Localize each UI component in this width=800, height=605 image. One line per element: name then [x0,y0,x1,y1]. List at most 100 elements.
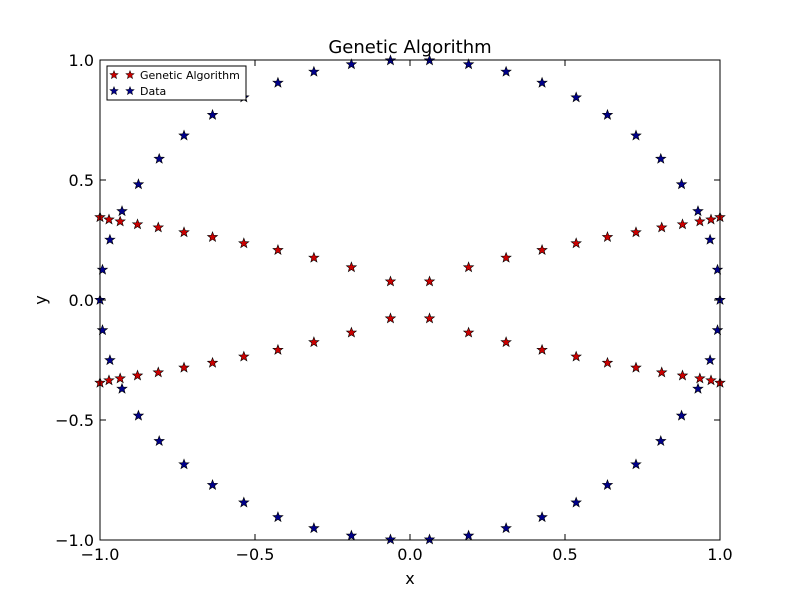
point-genetic-algorithm-16 [570,237,582,249]
point-data-11 [345,58,358,70]
point-data-37 [384,533,397,545]
y-tick-label-2: 0.0 [69,291,94,310]
point-genetic-algorithm-20 [676,218,689,230]
point-data-44 [630,458,642,470]
point-genetic-algorithm-5 [178,226,190,238]
point-genetic-algorithm-42 [630,361,642,373]
point-data-1 [96,263,109,275]
y-tick-label-0: −1.0 [55,531,94,550]
point-genetic-algorithm-29 [178,361,190,373]
point-data-6 [178,129,190,141]
point-genetic-algorithm-10 [345,261,358,273]
point-data-15 [500,65,512,77]
point-data-28 [116,382,128,394]
point-genetic-algorithm-35 [384,312,397,324]
y-tick-label-1: −0.5 [55,411,94,430]
legend-label-data: Data [140,85,166,98]
chart-title: Genetic Algorithm [328,37,491,58]
point-genetic-algorithm-3 [131,218,144,230]
point-genetic-algorithm-26 [114,372,126,384]
x-tick-label-0: −1.0 [81,545,120,564]
point-data-19 [630,129,642,141]
point-data-34 [272,511,284,523]
point-genetic-algorithm-21 [694,215,706,227]
x-tick-label-1: −0.5 [236,545,275,564]
point-data-16 [536,76,548,88]
point-genetic-algorithm-7 [238,237,250,249]
point-data-45 [655,435,667,447]
point-data-23 [704,233,716,245]
point-data-27 [104,354,116,366]
point-data-38 [423,533,436,545]
point-data-31 [178,458,190,470]
point-data-35 [308,522,320,534]
legend-label-genetic-algorithm: Genetic Algorithm [140,69,240,82]
point-data-3 [116,205,128,217]
point-genetic-algorithm-28 [152,366,165,378]
point-data-39 [462,529,475,541]
point-genetic-algorithm-33 [308,336,320,348]
point-genetic-algorithm-44 [676,369,689,381]
point-genetic-algorithm-12 [423,275,436,287]
point-data-47 [692,382,704,394]
point-genetic-algorithm-31 [238,350,250,362]
point-data-22 [692,205,704,217]
point-data-7 [206,108,219,120]
y-tick-label-4: 1.0 [69,51,94,70]
point-data-9 [272,76,284,88]
legend-marker-data-0 [109,85,119,96]
point-genetic-algorithm-27 [131,369,144,381]
point-genetic-algorithm-1 [103,213,115,225]
point-genetic-algorithm-19 [655,221,668,233]
point-genetic-algorithm-39 [536,343,548,355]
point-genetic-algorithm-14 [500,251,512,263]
y-tick-label-3: 0.5 [69,171,94,190]
point-data-14 [462,58,475,70]
point-data-36 [345,529,358,541]
point-genetic-algorithm-2 [114,215,126,227]
point-genetic-algorithm-13 [462,261,475,273]
legend-marker-data-1 [125,85,135,96]
point-data-21 [675,178,688,190]
point-data-26 [96,324,109,336]
point-data-42 [570,496,582,508]
y-axis-label: y [31,295,50,304]
ticks-layer: −1.0 −0.5 0.0 0.5 1.0 −1.0 −0.5 0.0 0.5 1.0 [55,51,733,564]
point-data-40 [500,522,512,534]
point-data-33 [238,496,250,508]
point-genetic-algorithm-38 [500,336,512,348]
point-genetic-algorithm-8 [272,244,284,255]
point-data-49 [711,324,724,336]
point-data-46 [675,409,688,421]
legend: Genetic Algorithm Data [106,65,247,101]
point-data-5 [153,152,165,164]
point-data-29 [132,409,145,421]
point-genetic-algorithm-46 [705,374,717,386]
point-genetic-algorithm-34 [345,326,358,338]
point-data-24 [711,263,724,275]
points-layer [94,54,726,545]
point-genetic-algorithm-11 [384,275,397,287]
point-data-18 [601,108,614,120]
plot-frame [99,59,721,541]
point-genetic-algorithm-9 [308,251,320,263]
point-data-32 [206,478,219,490]
x-tick-label-4: 1.0 [707,545,732,564]
point-genetic-algorithm-25 [103,374,115,386]
point-genetic-algorithm-45 [694,372,706,384]
x-axis-label: x [405,569,414,588]
legend-marker-genetic-algorithm-0 [109,69,119,80]
point-genetic-algorithm-17 [601,231,614,243]
point-genetic-algorithm-30 [206,356,219,368]
point-genetic-algorithm-6 [206,231,219,243]
point-data-20 [655,152,667,164]
x-tick-label-2: 0.0 [397,545,422,564]
point-genetic-algorithm-43 [655,366,668,378]
point-data-48 [704,354,716,366]
point-genetic-algorithm-36 [423,312,436,324]
point-data-41 [536,511,548,523]
legend-marker-genetic-algorithm-1 [125,69,135,80]
point-data-30 [153,435,165,447]
